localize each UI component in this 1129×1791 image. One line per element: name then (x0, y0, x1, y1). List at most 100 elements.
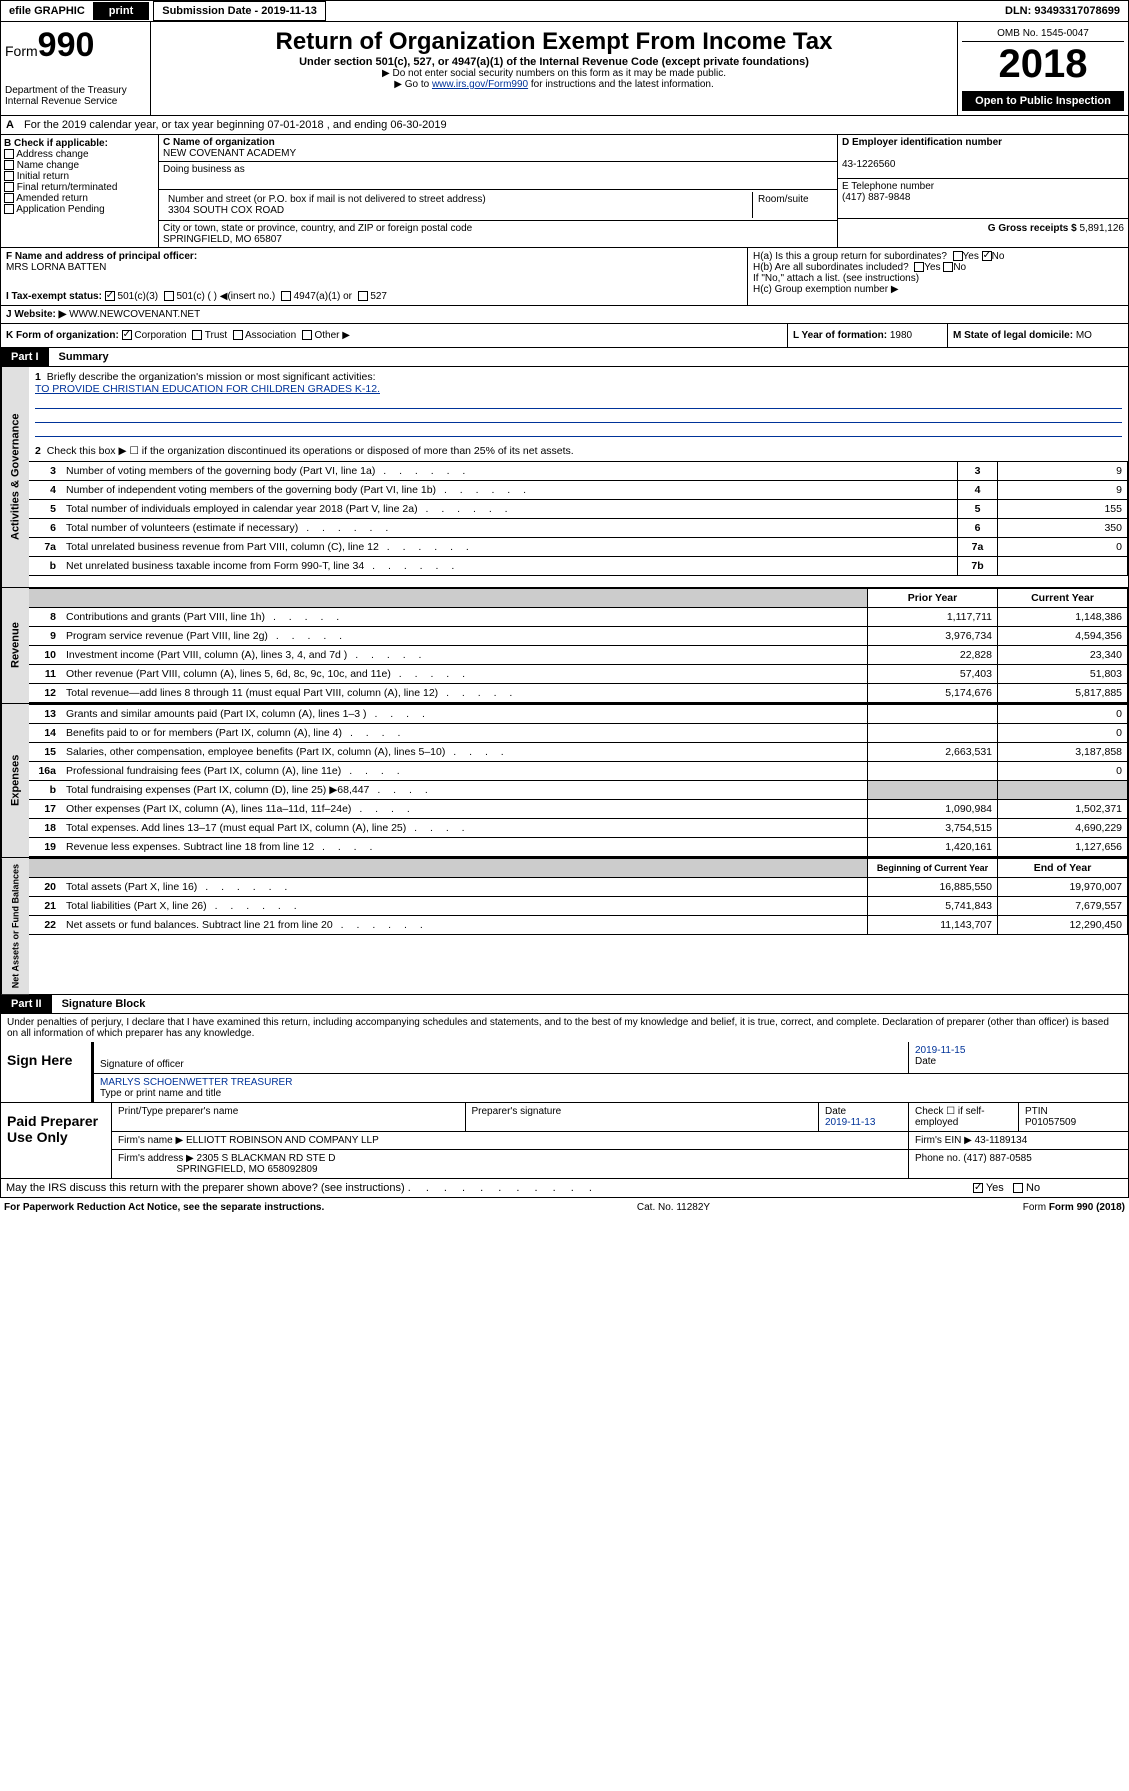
year-formation: 1980 (890, 330, 912, 341)
officer-group-block: F Name and address of principal officer:… (0, 248, 1129, 306)
hint-link: ▶ Go to www.irs.gov/Form990 for instruct… (157, 79, 951, 90)
room-label: Room/suite (753, 192, 833, 218)
efile-label: efile GRAPHIC (1, 2, 93, 20)
check-4947[interactable] (281, 291, 291, 301)
name-label: C Name of organization (163, 137, 275, 148)
check-amended[interactable]: Amended return (4, 193, 155, 204)
sig-date-label: Date (915, 1056, 936, 1067)
sig-name-label: Type or print name and title (100, 1088, 221, 1099)
sign-here-label: Sign Here (1, 1042, 91, 1102)
omb-number: OMB No. 1545-0047 (962, 26, 1124, 42)
org-form-row: K Form of organization: Corporation Trus… (0, 324, 1129, 348)
check-final[interactable]: Final return/terminated (4, 182, 155, 193)
check-address[interactable]: Address change (4, 149, 155, 160)
hint-pre: ▶ Go to (394, 79, 432, 90)
hint-ssn: ▶ Do not enter social security numbers o… (157, 68, 951, 79)
firm-addr-label: Firm's address ▶ (118, 1153, 194, 1164)
firm-ein-label: Firm's EIN ▶ (915, 1135, 972, 1146)
check-501c3[interactable] (105, 291, 115, 301)
firm-name: ELLIOTT ROBINSON AND COMPANY LLP (186, 1135, 379, 1146)
vtab-ag: Activities & Governance (1, 367, 29, 587)
netassets-table: Beginning of Current Year End of Year20 … (29, 858, 1128, 935)
firm-addr2: SPRINGFIELD, MO 658092809 (176, 1164, 317, 1175)
officer-label: F Name and address of principal officer: (6, 251, 197, 262)
vtab-expenses: Expenses (1, 704, 29, 857)
irs-link[interactable]: www.irs.gov/Form990 (432, 79, 528, 90)
irs-label: Internal Revenue Service (5, 96, 146, 107)
top-bar: efile GRAPHIC print Submission Date - 20… (0, 0, 1129, 22)
firm-name-label: Firm's name ▶ (118, 1135, 183, 1146)
check-501c[interactable] (164, 291, 174, 301)
discuss-row: May the IRS discuss this return with the… (0, 1179, 1129, 1198)
expenses-section: Expenses 13 Grants and similar amounts p… (0, 704, 1129, 858)
firm-phone: (417) 887-0585 (963, 1153, 1031, 1164)
website-value: WWW.NEWCOVENANT.NET (69, 309, 200, 320)
ag-table: 3 Number of voting members of the govern… (29, 461, 1128, 576)
hint-post: for instructions and the latest informat… (528, 79, 714, 90)
sig-officer-label: Signature of officer (100, 1059, 184, 1070)
q1: Briefly describe the organization's miss… (47, 371, 376, 383)
part2-header: Part II Signature Block (0, 995, 1129, 1014)
netassets-section: Net Assets or Fund Balances Beginning of… (0, 858, 1129, 995)
check-trust[interactable] (192, 330, 202, 340)
city-value: SPRINGFIELD, MO 65807 (163, 234, 282, 245)
print-button[interactable]: print (93, 2, 149, 20)
check-name[interactable]: Name change (4, 160, 155, 171)
box-b-label: B Check if applicable: (4, 138, 155, 149)
prep-date: 2019-11-13 (825, 1117, 875, 1128)
prep-name-label: Print/Type preparer's name (111, 1103, 465, 1132)
check-pending[interactable]: Application Pending (4, 204, 155, 215)
period-row: A For the 2019 calendar year, or tax yea… (0, 116, 1129, 135)
dept-label: Department of the Treasury (5, 85, 146, 96)
city-label: City or town, state or province, country… (163, 223, 472, 234)
part1-header: Part I Summary (0, 348, 1129, 367)
website-label: J Website: ▶ (6, 309, 66, 320)
prep-self-emp: Check ☐ if self-employed (908, 1103, 1018, 1132)
ha-no[interactable] (982, 251, 992, 261)
ha-yes[interactable] (953, 251, 963, 261)
revenue-table: Prior Year Current Year8 Contributions a… (29, 588, 1128, 703)
mission-text: TO PROVIDE CHRISTIAN EDUCATION FOR CHILD… (35, 383, 380, 395)
open-public: Open to Public Inspection (962, 91, 1124, 111)
check-other[interactable] (302, 330, 312, 340)
dba-label: Doing business as (163, 164, 245, 175)
check-initial[interactable]: Initial return (4, 171, 155, 182)
paid-left-label: Paid Preparer Use Only (1, 1103, 111, 1178)
year-formation-label: L Year of formation: (793, 330, 887, 341)
footer-left: For Paperwork Reduction Act Notice, see … (4, 1202, 324, 1213)
form-no: 990 (38, 26, 95, 64)
hb-no[interactable] (943, 262, 953, 272)
ein-label: D Employer identification number (842, 137, 1002, 148)
page-footer: For Paperwork Reduction Act Notice, see … (0, 1198, 1129, 1217)
check-527[interactable] (358, 291, 368, 301)
prep-date-label: Date (825, 1106, 846, 1117)
sig-date: 2019-11-15 (915, 1045, 965, 1056)
ptin-label: PTIN (1025, 1106, 1048, 1117)
part2-title: Signature Block (52, 998, 146, 1010)
entity-block: B Check if applicable: Address change Na… (0, 135, 1129, 248)
org-name: NEW COVENANT ACADEMY (163, 148, 296, 159)
prep-sig-label: Preparer's signature (465, 1103, 819, 1132)
form-title: Return of Organization Exempt From Incom… (157, 28, 951, 56)
form-number: Form990 (5, 26, 146, 65)
discuss-q: May the IRS discuss this return with the… (6, 1182, 405, 1194)
officer-name: MRS LORNA BATTEN (6, 262, 106, 273)
check-corp[interactable] (122, 330, 132, 340)
check-assoc[interactable] (233, 330, 243, 340)
form-org-label: K Form of organization: (6, 330, 119, 341)
tax-year: 2018 (962, 42, 1124, 87)
ein-value: 43-1226560 (842, 159, 895, 170)
submission-date: Submission Date - 2019-11-13 (153, 1, 326, 21)
discuss-yes[interactable] (973, 1183, 983, 1193)
footer-right: Form Form 990 (2018) (1023, 1202, 1125, 1213)
discuss-no[interactable] (1013, 1183, 1023, 1193)
firm-addr1: 2305 S BLACKMAN RD STE D (197, 1153, 336, 1164)
hb-yes[interactable] (914, 262, 924, 272)
gross-value: 5,891,126 (1080, 223, 1125, 234)
hc-row: H(c) Group exemption number ▶ (753, 284, 1123, 295)
gross-label: G Gross receipts $ (988, 223, 1077, 234)
tax-status-label: I Tax-exempt status: (6, 291, 102, 302)
ha-row: H(a) Is this a group return for subordin… (753, 251, 1123, 262)
expenses-table: 13 Grants and similar amounts paid (Part… (29, 704, 1128, 857)
period-end: , and ending 06-30-2019 (327, 119, 447, 131)
